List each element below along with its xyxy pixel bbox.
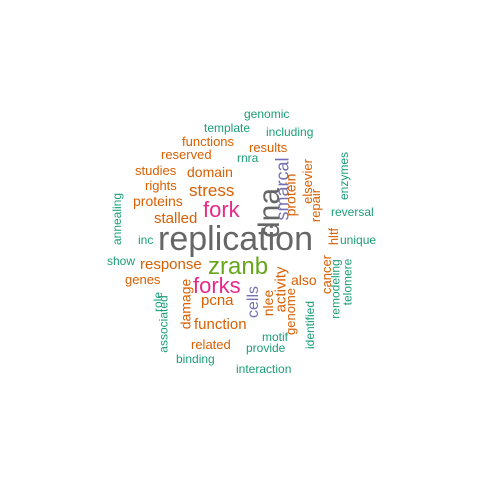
word-reversal: reversal: [331, 205, 374, 219]
word-studies: studies: [135, 163, 177, 178]
word-stalled: stalled: [154, 210, 198, 227]
word-response: response: [140, 256, 202, 273]
word-protein: protein: [282, 173, 299, 217]
word-stress: stress: [189, 181, 235, 200]
word-results: results: [249, 140, 288, 155]
word-identified: identified: [303, 300, 318, 350]
word-enzymes: enzymes: [337, 151, 352, 201]
word-genome: genome: [282, 288, 298, 335]
word-motif: motif: [262, 330, 289, 344]
word-rnra: rnra: [237, 151, 259, 165]
word-rights: rights: [145, 178, 177, 193]
word-replication: replication: [158, 220, 313, 258]
word-unique: unique: [340, 233, 377, 247]
word-associated: associated: [156, 295, 171, 353]
word-telomere: telomere: [340, 258, 355, 306]
word-hltf: hltf: [326, 227, 342, 246]
word-genes: genes: [125, 272, 161, 287]
word-function: function: [194, 316, 247, 333]
word-proteins: proteins: [133, 193, 183, 209]
word-genomic: genomic: [244, 107, 290, 121]
word-nlee: nlee: [260, 289, 277, 317]
word-domain: domain: [187, 164, 233, 180]
word-pcna: pcna: [201, 292, 234, 309]
word-forks: forks: [193, 273, 241, 298]
word-zranb: zranb: [208, 253, 269, 280]
word-interaction: interaction: [236, 362, 292, 376]
word-provide: provide: [246, 341, 286, 355]
word-damage: damage: [177, 278, 194, 330]
word-reserved: reserved: [161, 147, 212, 162]
word-fork: fork: [203, 197, 240, 222]
word-binding: binding: [176, 352, 215, 366]
word-template: template: [204, 121, 251, 135]
word-show: show: [107, 254, 136, 268]
word-inc: inc: [138, 233, 154, 247]
word-related: related: [191, 337, 231, 352]
word-functions: functions: [182, 134, 235, 149]
word-also: also: [291, 272, 317, 288]
word-annealing: annealing: [110, 192, 125, 246]
word-elsevier: elsevier: [299, 159, 315, 204]
word-including: including: [266, 125, 314, 139]
